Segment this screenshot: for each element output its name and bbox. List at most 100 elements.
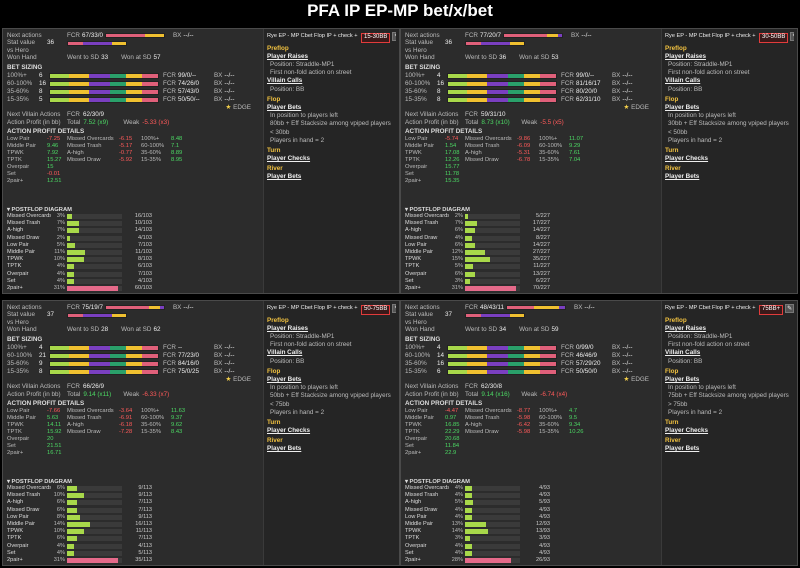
next-actions-row: Next actions FCR 75/19/7 BX --/--	[7, 304, 261, 312]
sizing-bar	[49, 88, 159, 95]
bet-sizing-row[interactable]: 100%+ 4 FCR 99/0/-- BX --/--	[405, 72, 659, 80]
postflop-row[interactable]: Missed Draw 4% 4/93	[405, 507, 555, 514]
chevron-down-icon[interactable]: ▾	[7, 207, 12, 213]
postflop-count: 35/227	[532, 256, 550, 263]
postflop-row[interactable]: TPTK 4% 6/103	[7, 263, 157, 270]
postflop-row[interactable]: Low Pair 4% 4/93	[405, 514, 555, 521]
postflop-row[interactable]: 2pair+ 31% 70/227	[405, 285, 555, 292]
postflop-row[interactable]: 2pair+ 31% 60/103	[7, 285, 157, 292]
detail-label: Missed Overcards	[67, 408, 114, 415]
pin-icon[interactable]: ✎	[790, 32, 794, 41]
postflop-row[interactable]: TPTK 5% 11/227	[405, 263, 555, 270]
stat-value: 36	[445, 39, 453, 47]
sizing-bar-segment	[486, 89, 509, 94]
chevron-down-icon[interactable]: ▾	[7, 479, 12, 485]
sizing-bar-segment	[523, 361, 540, 366]
action-profit-details-heading: ACTION PROFIT DETAILS	[7, 400, 85, 408]
postflop-bar	[465, 522, 520, 528]
bet-sizing-row[interactable]: 100%+ 6 FCR 99/0/-- BX --/--	[7, 72, 261, 80]
postflop-row[interactable]: Missed Draw 4% 8/227	[405, 235, 555, 242]
postflop-row[interactable]: 2pair+ 28% 26/93	[405, 557, 555, 564]
bet-sizing-row[interactable]: 15-35% 6 FCR 50/50/0 BX --/--	[405, 368, 659, 376]
postflop-bar-fill	[465, 557, 512, 563]
detail-value: 16.71	[47, 450, 62, 457]
postflop-row[interactable]: Missed Draw 2% 4/103	[7, 235, 157, 242]
postflop-row[interactable]: 2pair+ 31% 35/113	[7, 557, 157, 564]
won-hand-label: Won Hand	[7, 326, 37, 334]
postflop-count: 7/103	[138, 241, 152, 248]
postflop-count: 5/113	[138, 549, 152, 556]
detail-value: 9.46	[47, 143, 59, 150]
pin-icon[interactable]: ✎	[785, 304, 794, 313]
detail-value: -7.25	[47, 136, 61, 143]
fcr-bar-segment	[534, 306, 559, 310]
fcr-bar-segment	[159, 306, 164, 310]
postflop-row[interactable]: Missed Overcards 4% 4/93	[405, 485, 555, 492]
bet-sizing-row[interactable]: 60-100% 16 FCR 74/26/0 BX --/--	[7, 80, 261, 88]
postflop-count: 11/113	[135, 528, 152, 535]
postflop-row[interactable]: TPWK 10% 8/103	[7, 256, 157, 263]
postflop-row[interactable]: Missed Overcards 6% 9/113	[7, 485, 157, 492]
bet-sizing-row[interactable]: 35-60% 8 FCR 80/20/0 BX --/--	[405, 88, 659, 96]
postflop-row[interactable]: Missed Overcards 2% 5/227	[405, 213, 555, 220]
bet-sizing-row[interactable]: 15-35% 8 FCR 75/0/25 BX --/--	[7, 368, 261, 376]
postflop-row[interactable]: Overpair 4% 4/93	[405, 543, 555, 550]
postflop-row[interactable]: TPTK 6% 7/113	[7, 535, 157, 542]
postflop-row[interactable]: Low Pair 8% 9/113	[7, 514, 157, 521]
detail-value: -5.17	[119, 143, 133, 150]
postflop-bar-fill	[67, 529, 84, 535]
bet-sizing-row[interactable]: 60-100% 21 FCR 77/23/0 BX --/--	[7, 352, 261, 360]
postflop-row[interactable]: Low Pair 5% 7/103	[7, 242, 157, 249]
postflop-row[interactable]: TPWK 14% 13/93	[405, 528, 555, 535]
postflop-name: Low Pair	[7, 241, 29, 248]
postflop-row[interactable]: A-high 7% 14/103	[7, 227, 157, 234]
bet-sizing-row[interactable]: 100%+ 4 FCR 0/99/0 BX --/--	[405, 344, 659, 352]
bet-sizing-row[interactable]: 35-60% 9 FCR 84/16/0 BX --/--	[7, 360, 261, 368]
sizing-bar-segment	[88, 361, 111, 366]
postflop-row[interactable]: Missed Trash 7% 10/103	[7, 220, 157, 227]
bet-sizing-row[interactable]: 60-100% 14 FCR 46/46/9 BX --/--	[405, 352, 659, 360]
postflop-row[interactable]: Low Pair 6% 14/227	[405, 242, 555, 249]
postflop-row[interactable]: Set 3% 6/227	[405, 278, 555, 285]
postflop-pct: 4%	[454, 485, 463, 491]
postflop-row[interactable]: Missed Trash 7% 17/227	[405, 220, 555, 227]
postflop-row[interactable]: Middle Pair 14% 16/113	[7, 521, 157, 528]
bet-sizing-row[interactable]: 35-60% 8 FCR 57/43/0 BX --/--	[7, 88, 261, 96]
postflop-row[interactable]: A-high 6% 14/227	[405, 227, 555, 234]
bet-sizing-row[interactable]: 15-35% 5 FCR 50/50/-- BX --/--	[7, 96, 261, 104]
chevron-down-icon[interactable]: ▾	[405, 207, 410, 213]
postflop-bar	[465, 550, 520, 556]
sizing-bar-segment	[448, 353, 468, 358]
sizing-bar-segment	[448, 73, 468, 78]
postflop-row[interactable]: A-high 5% 5/93	[405, 499, 555, 506]
postflop-row[interactable]: Middle Pair 13% 12/93	[405, 521, 555, 528]
postflop-bar	[67, 507, 122, 513]
postflop-row[interactable]: TPTK 3% 3/93	[405, 535, 555, 542]
postflop-row[interactable]: TPWK 15% 35/227	[405, 256, 555, 263]
postflop-row[interactable]: Missed Trash 4% 4/93	[405, 492, 555, 499]
postflop-pct: 6%	[454, 227, 463, 234]
detail-label: Low Pair	[405, 408, 428, 415]
bet-sizing-row[interactable]: 35-60% 16 FCR 57/29/20 BX --/--	[405, 360, 659, 368]
postflop-row[interactable]: Overpair 4% 4/113	[7, 543, 157, 550]
postflop-row[interactable]: Missed Trash 10% 9/113	[7, 492, 157, 499]
bet-sizing-row[interactable]: 100%+ 4 FCR -- BX --/--	[7, 344, 261, 352]
flop-heading: Flop	[267, 367, 281, 375]
bet-sizing-row[interactable]: 60-100% 16 FCR 81/16/17 BX --/--	[405, 80, 659, 88]
postflop-row[interactable]: Overpair 4% 7/103	[7, 271, 157, 278]
postflop-row[interactable]: Missed Overcards 3% 16/103	[7, 213, 157, 220]
postflop-row[interactable]: Set 4% 5/113	[7, 550, 157, 557]
postflop-row[interactable]: Set 4% 4/93	[405, 550, 555, 557]
pin-icon[interactable]: ✎	[392, 304, 396, 313]
postflop-row[interactable]: Overpair 6% 13/227	[405, 271, 555, 278]
postflop-row[interactable]: TPWK 10% 11/113	[7, 528, 157, 535]
detail-label: 35-60%	[539, 150, 559, 157]
chevron-down-icon[interactable]: ▾	[405, 479, 410, 485]
postflop-row[interactable]: Set 4% 4/103	[7, 278, 157, 285]
postflop-row[interactable]: Missed Draw 6% 7/113	[7, 507, 157, 514]
bet-sizing-row[interactable]: 15-35% 8 FCR 62/31/10 BX --/--	[405, 96, 659, 104]
postflop-row[interactable]: Middle Pair 11% 11/103	[7, 249, 157, 256]
postflop-row[interactable]: A-high 6% 7/113	[7, 499, 157, 506]
pin-icon[interactable]: ✎	[392, 32, 396, 41]
postflop-row[interactable]: Middle Pair 12% 27/227	[405, 249, 555, 256]
